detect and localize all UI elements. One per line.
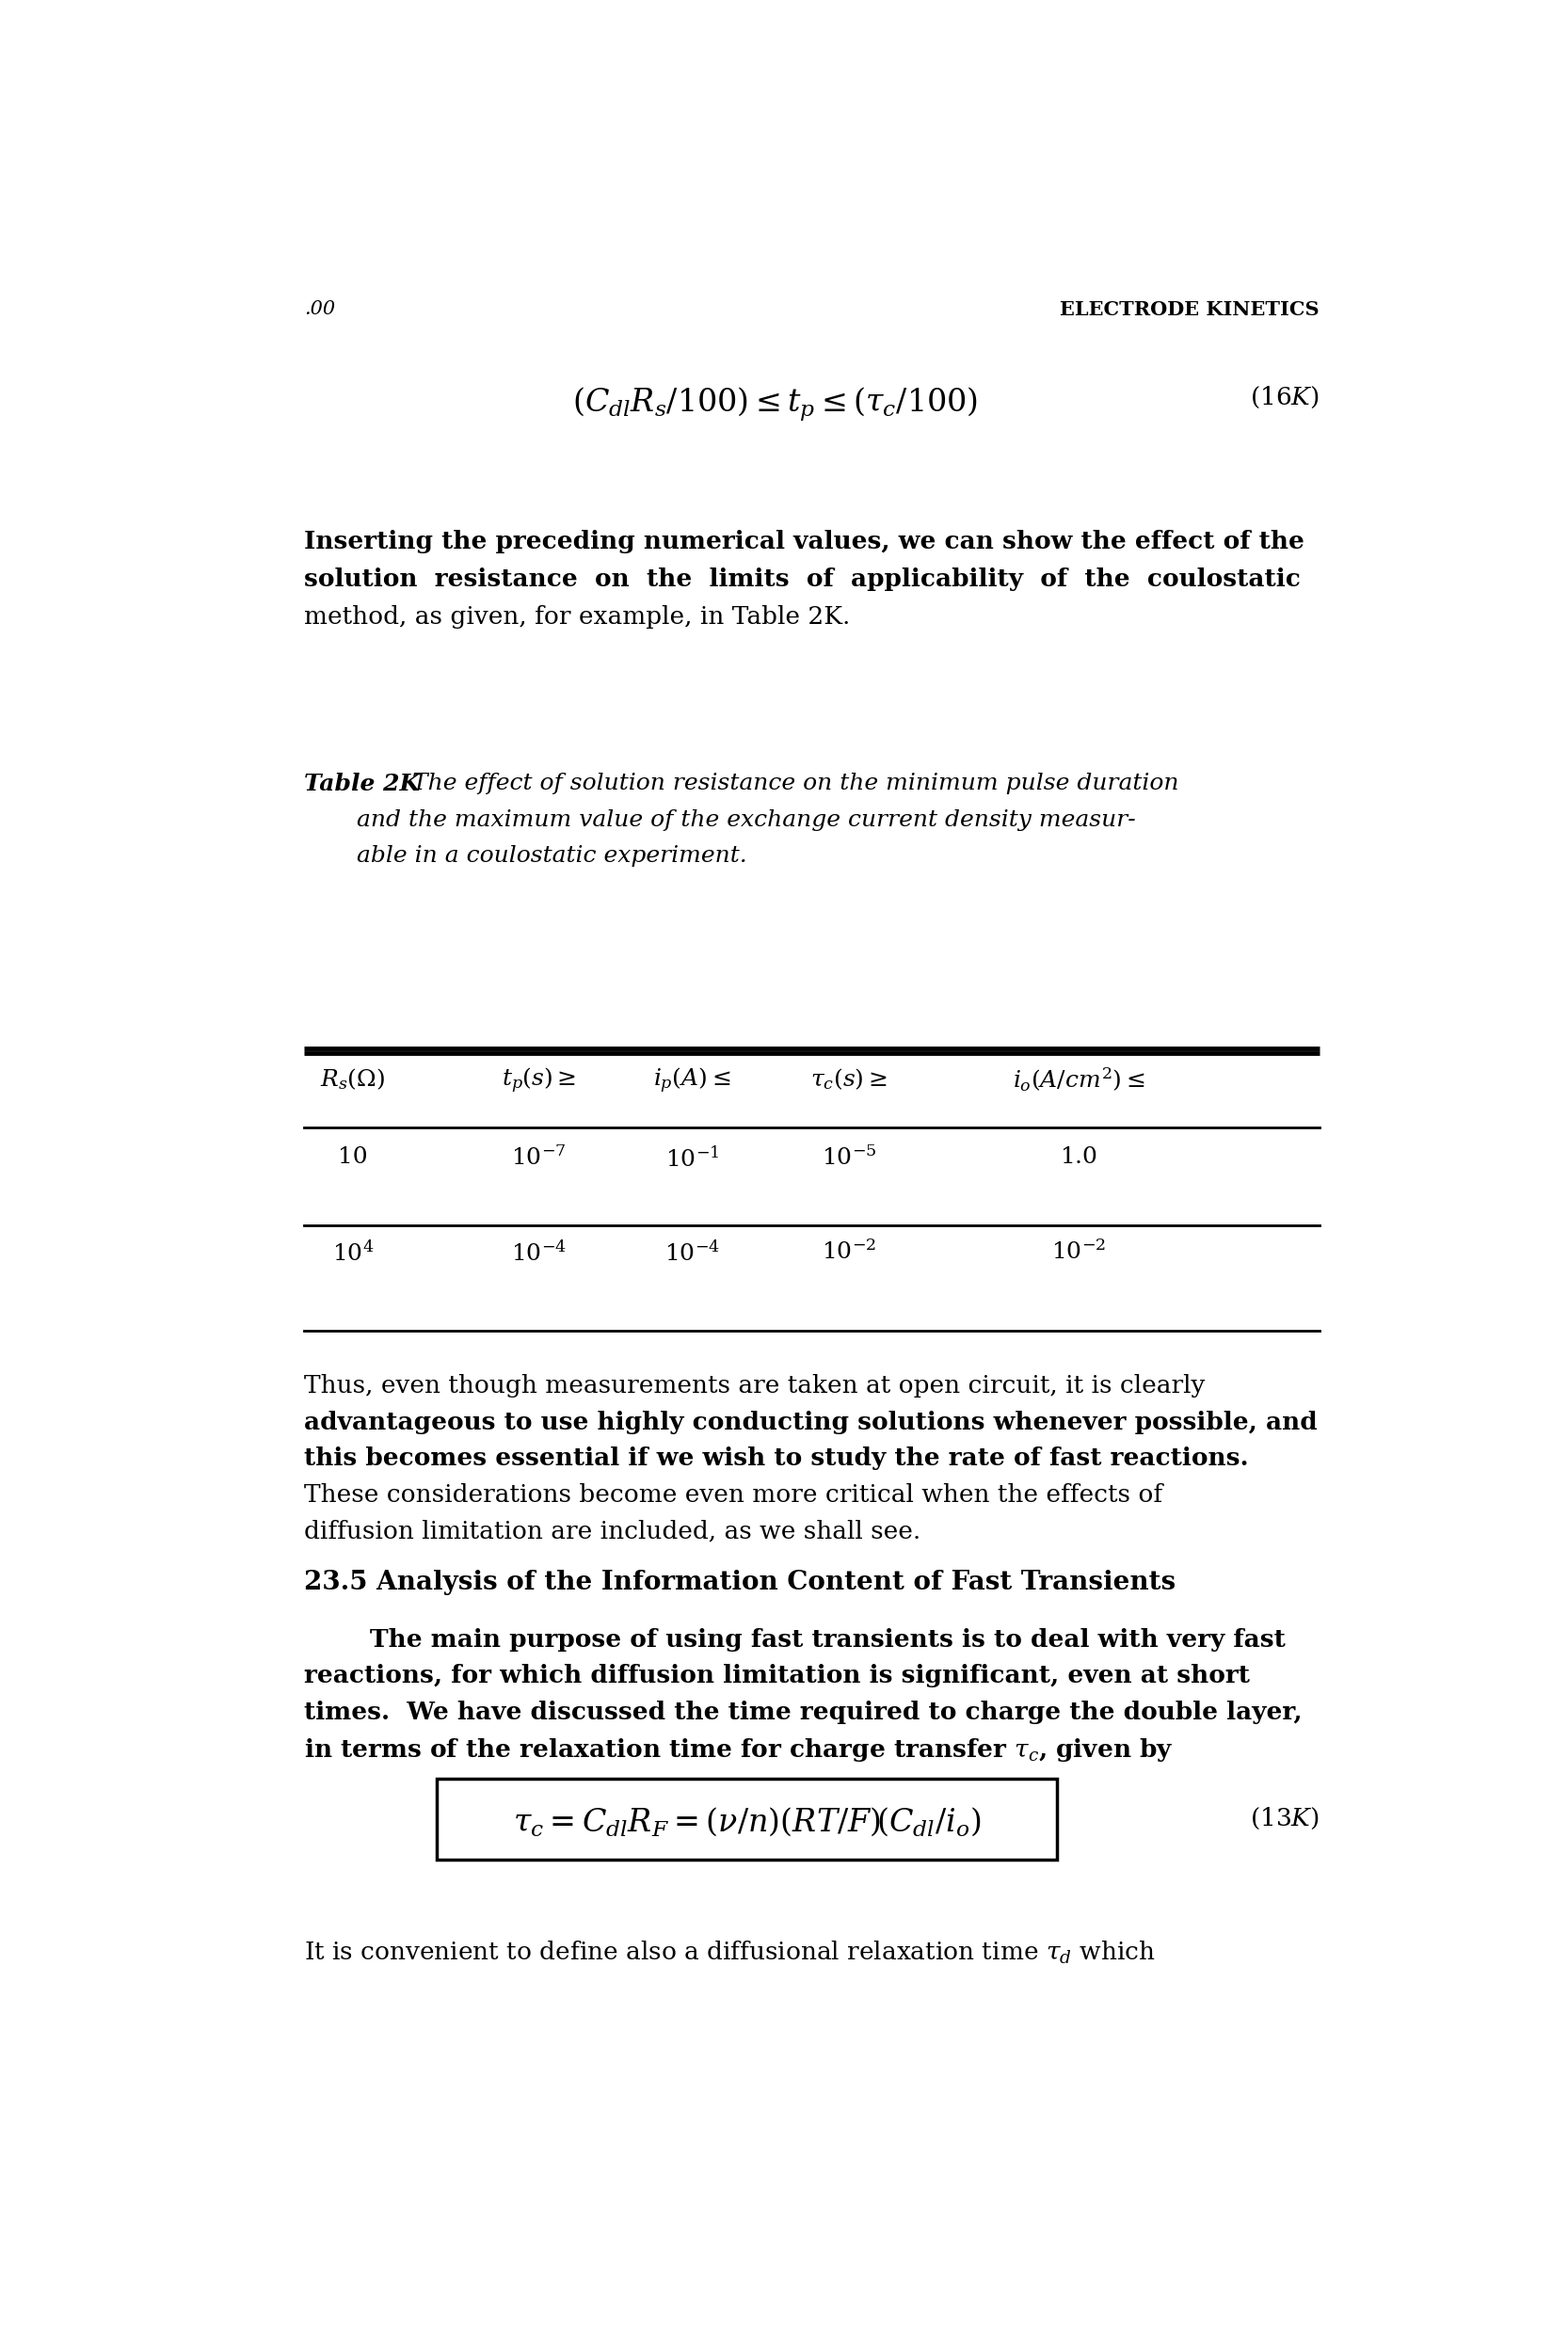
Text: advantageous to use highly conducting solutions whenever possible, and: advantageous to use highly conducting so… — [304, 1411, 1317, 1435]
Text: 23.5 Analysis of the Information Content of Fast Transients: 23.5 Analysis of the Information Content… — [304, 1570, 1176, 1596]
Text: $10^{-5}$: $10^{-5}$ — [822, 1146, 877, 1171]
Text: and the maximum value of the exchange current density measur-: and the maximum value of the exchange cu… — [356, 810, 1135, 831]
Text: It is convenient to define also a diffusional relaxation time $\tau_d$ which: It is convenient to define also a diffus… — [304, 1939, 1156, 1967]
Text: 10: 10 — [339, 1146, 368, 1166]
Text: diffusion limitation are included, as we shall see.: diffusion limitation are included, as we… — [304, 1519, 920, 1542]
Text: $10^{-2}$: $10^{-2}$ — [822, 1241, 877, 1264]
Text: Thus, even though measurements are taken at open circuit, it is clearly: Thus, even though measurements are taken… — [304, 1374, 1206, 1397]
Text: in terms of the relaxation time for charge transfer $\tau_c$, given by: in terms of the relaxation time for char… — [304, 1736, 1173, 1764]
Text: $(13K)$: $(13K)$ — [1250, 1806, 1319, 1831]
Text: The effect of solution resistance on the minimum pulse duration: The effect of solution resistance on the… — [412, 772, 1179, 793]
Text: ELECTRODE KINETICS: ELECTRODE KINETICS — [1060, 301, 1319, 320]
Text: $1.0$: $1.0$ — [1060, 1146, 1098, 1166]
Text: $10^4$: $10^4$ — [332, 1241, 373, 1264]
Text: reactions, for which diffusion limitation is significant, even at short: reactions, for which diffusion limitatio… — [304, 1663, 1250, 1687]
Text: The main purpose of using fast transients is to deal with very fast: The main purpose of using fast transient… — [370, 1628, 1286, 1652]
Text: method, as given, for example, in Table 2K.: method, as given, for example, in Table … — [304, 604, 850, 630]
Text: $i_o(A/cm^2) \leq$: $i_o(A/cm^2) \leq$ — [1013, 1066, 1145, 1094]
Text: $\tau_c(s)\geq$: $\tau_c(s)\geq$ — [811, 1066, 887, 1092]
Text: Table 2K: Table 2K — [304, 772, 420, 796]
Text: $10^{-2}$: $10^{-2}$ — [1051, 1241, 1105, 1264]
Text: $\left(C_{dl}R_s/100\right) \leq t_p \leq \left(\tau_c/100\right)$: $\left(C_{dl}R_s/100\right) \leq t_p \le… — [572, 385, 978, 422]
Text: able in a coulostatic experiment.: able in a coulostatic experiment. — [356, 845, 746, 868]
Text: $t_p(s)\geq$: $t_p(s)\geq$ — [502, 1066, 575, 1097]
Text: this becomes essential if we wish to study the rate of fast reactions.: this becomes essential if we wish to stu… — [304, 1446, 1248, 1470]
Text: $R_s(\Omega)$: $R_s(\Omega)$ — [320, 1066, 386, 1092]
Text: times.  We have discussed the time required to charge the double layer,: times. We have discussed the time requir… — [304, 1701, 1301, 1724]
Text: $10^{-1}$: $10^{-1}$ — [665, 1146, 720, 1171]
Text: $10^{-4}$: $10^{-4}$ — [665, 1241, 720, 1264]
Text: .00: .00 — [304, 301, 336, 317]
Text: Inserting the preceding numerical values, we can show the effect of the: Inserting the preceding numerical values… — [304, 530, 1305, 553]
Text: These considerations become even more critical when the effects of: These considerations become even more cr… — [304, 1484, 1162, 1507]
Bar — [437, 1778, 1057, 1859]
Text: $10^{-4}$: $10^{-4}$ — [511, 1241, 566, 1264]
Text: solution  resistance  on  the  limits  of  applicability  of  the  coulostatic: solution resistance on the limits of app… — [304, 567, 1300, 590]
Text: $i_p(A)\leq$: $i_p(A)\leq$ — [654, 1066, 731, 1097]
Text: $\tau_c = C_{dl}R_F = (\nu/n)(RT/F)\!\left(C_{dl}/i_o\right)$: $\tau_c = C_{dl}R_F = (\nu/n)(RT/F)\!\le… — [513, 1806, 982, 1838]
Text: $(16K)$: $(16K)$ — [1250, 385, 1319, 411]
Text: $10^{-7}$: $10^{-7}$ — [511, 1146, 566, 1171]
